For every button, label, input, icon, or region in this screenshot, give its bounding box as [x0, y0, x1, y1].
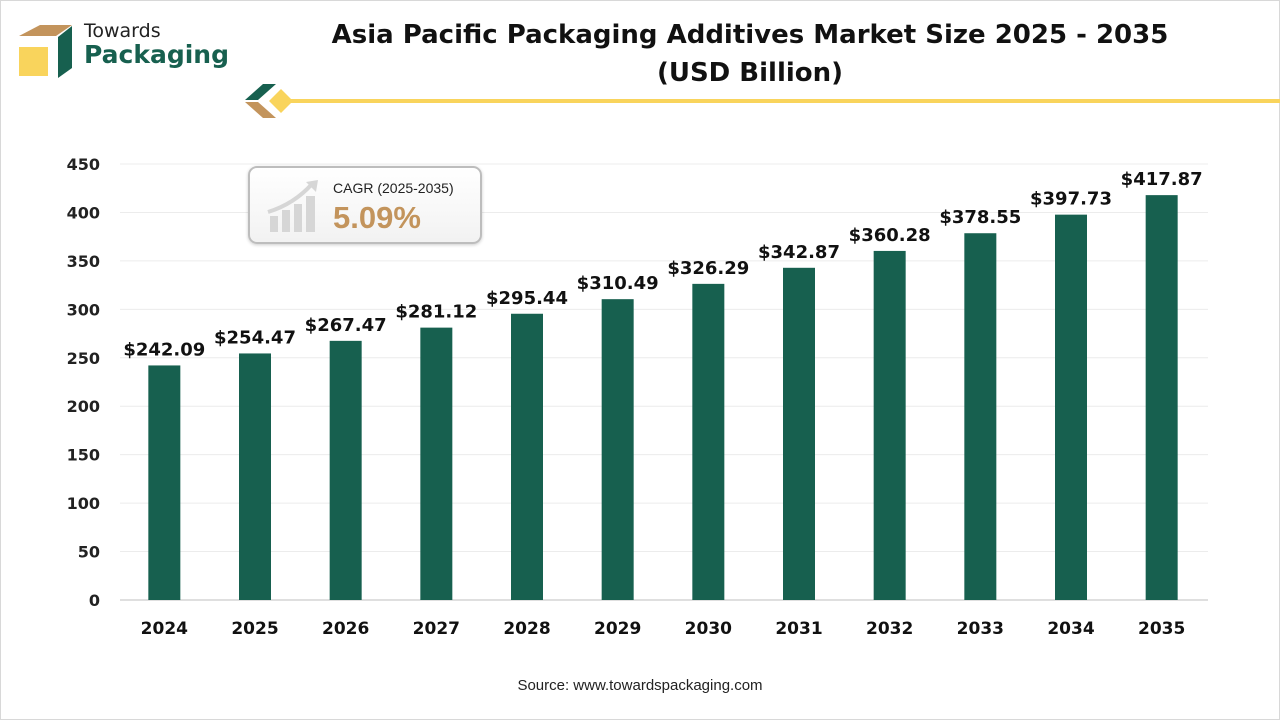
growth-chart-icon	[267, 180, 318, 232]
x-tick-label: 2030	[685, 619, 732, 639]
bar-2029	[601, 299, 634, 600]
bar-2031	[783, 267, 815, 600]
x-tick-label: 2026	[322, 619, 369, 639]
data-label: $326.29	[667, 258, 749, 279]
cagr-value: 5.09%	[333, 200, 421, 235]
data-label: $342.87	[758, 242, 840, 263]
data-label: $417.87	[1121, 169, 1203, 190]
logo-icon	[19, 25, 72, 78]
y-tick-label: 200	[67, 397, 100, 416]
y-tick-label: 50	[78, 543, 100, 562]
y-tick-label: 150	[67, 446, 100, 465]
data-label: $378.55	[939, 207, 1021, 228]
logo-text-towards: Towards	[84, 20, 161, 42]
y-tick-label: 0	[89, 591, 100, 610]
y-tick-label: 100	[67, 494, 100, 513]
logo-text-packaging: Packaging	[84, 40, 229, 69]
x-tick-label: 2029	[594, 619, 641, 639]
chart-title-line1: Asia Pacific Packaging Additives Market …	[331, 20, 1169, 50]
data-label: $254.47	[214, 327, 296, 348]
cagr-box: CAGR (2025-2035) 5.09%	[248, 166, 482, 244]
bar-2024	[148, 365, 181, 600]
source-note: Source: www.towardspackaging.com	[517, 677, 763, 694]
bar-2028	[511, 313, 543, 600]
bar-2034	[1055, 214, 1087, 600]
y-tick-label: 450	[67, 155, 100, 174]
data-label: $360.28	[849, 225, 931, 246]
y-tick-label: 300	[67, 300, 100, 319]
x-tick-label: 2031	[775, 619, 822, 639]
y-tick-label: 250	[67, 349, 100, 368]
cagr-label: CAGR (2025-2035)	[333, 180, 454, 196]
bar-2030	[692, 283, 725, 600]
header-divider-icon	[245, 84, 1280, 118]
data-label: $267.47	[305, 315, 387, 336]
x-tick-label: 2024	[141, 619, 188, 639]
data-label: $281.12	[395, 302, 477, 323]
bar-2026	[329, 340, 362, 600]
x-tick-label: 2034	[1047, 619, 1094, 639]
y-tick-label: 400	[67, 203, 100, 222]
bar-2027	[420, 327, 453, 600]
bar-2033	[964, 233, 997, 600]
data-label: $397.73	[1030, 189, 1112, 210]
bar-2035	[1145, 195, 1178, 600]
y-tick-label: 350	[67, 252, 100, 271]
chart-title: Asia Pacific Packaging Additives Market …	[290, 16, 1210, 92]
x-tick-label: 2028	[503, 619, 550, 639]
data-label: $295.44	[486, 288, 568, 309]
bar-2025	[239, 353, 271, 600]
bar-chart: 0 50 100 150 200 250 300 350 400 450 $242.09 2024 $2…	[67, 155, 1208, 639]
data-label: $310.49	[577, 273, 659, 294]
x-tick-label: 2032	[866, 619, 913, 639]
bar-2032	[873, 250, 906, 600]
x-tick-label: 2027	[413, 619, 460, 639]
chart-title-line2: (USD Billion)	[656, 58, 844, 88]
x-tick-label: 2035	[1138, 619, 1185, 639]
data-label: $242.09	[123, 339, 205, 360]
x-tick-label: 2025	[231, 619, 278, 639]
x-tick-label: 2033	[957, 619, 1004, 639]
